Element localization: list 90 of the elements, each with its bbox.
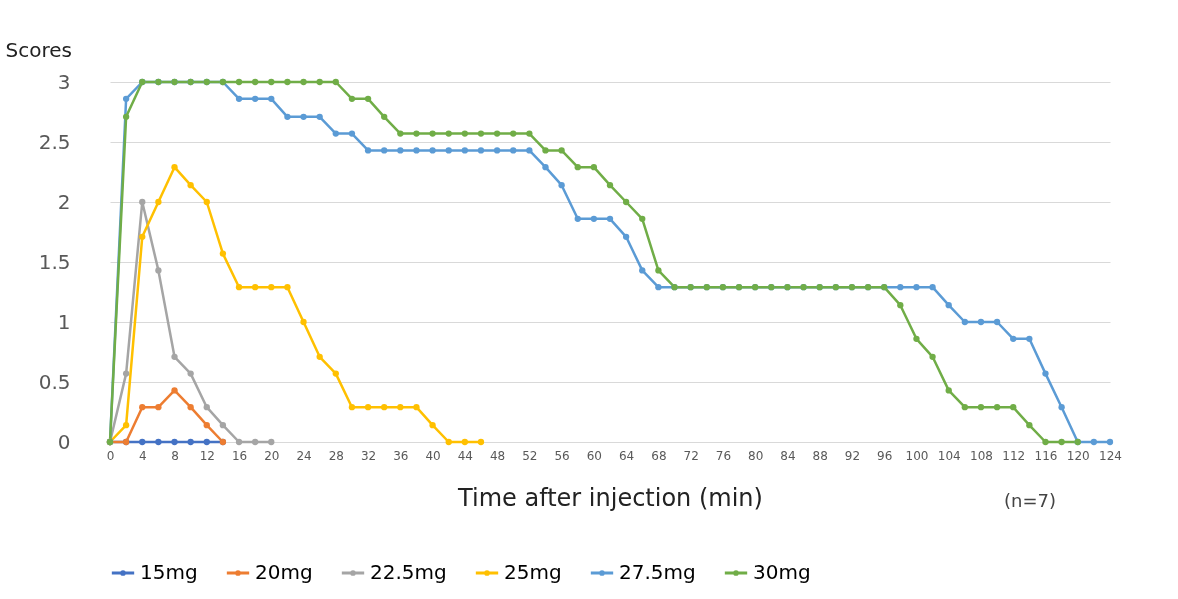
x-tick-label: 12 (199, 448, 215, 463)
point (203, 404, 210, 411)
point (348, 404, 356, 411)
y-tick-label: 2.5 (38, 129, 71, 154)
point (155, 404, 162, 411)
point (364, 404, 372, 411)
x-axis-title: Time after injection (min) (457, 483, 763, 512)
point (268, 438, 275, 446)
x-tick-label: 104 (937, 448, 961, 463)
legend-label: 30mg (753, 560, 811, 584)
point (332, 370, 339, 377)
x-tick-label: 112 (1002, 448, 1026, 463)
point (252, 438, 259, 446)
point (139, 438, 146, 446)
point (171, 353, 178, 360)
x-tick-label: 88 (812, 448, 828, 463)
point (187, 370, 194, 377)
point (203, 198, 210, 206)
x-tick-label: 32 (360, 448, 377, 463)
point (187, 182, 194, 189)
y-axis-title: Scores (5, 37, 72, 62)
point (413, 404, 420, 411)
point (203, 438, 210, 446)
x-tick-label: 124 (1099, 448, 1122, 463)
x-tick-label: 24 (296, 448, 312, 463)
y-tick-label: 0.5 (38, 369, 71, 394)
x-tick-label: 96 (877, 448, 893, 463)
legend-label: 22.5mg (370, 560, 447, 584)
point (187, 404, 194, 411)
x-tick-label: 64 (618, 448, 635, 463)
x-tick-label: 76 (715, 448, 732, 463)
x-tick-label: 16 (231, 448, 248, 463)
point (187, 438, 194, 446)
y-tick-label: 1 (57, 309, 71, 334)
legend-label: 20mg (255, 560, 313, 584)
x-tick-label: 116 (1034, 448, 1058, 463)
x-tick-label: 60 (586, 448, 603, 463)
point (381, 404, 388, 411)
point (171, 164, 178, 171)
x-tick-label: 44 (457, 448, 473, 463)
y-tick-label: 3 (57, 69, 71, 94)
x-tick-label: 56 (554, 448, 570, 463)
point (235, 284, 243, 291)
x-tick-label: 36 (393, 448, 409, 463)
point (445, 438, 452, 446)
point (477, 438, 485, 446)
point (219, 422, 227, 429)
point (122, 370, 130, 377)
x-tick-label: 120 (1066, 448, 1090, 463)
point (252, 284, 259, 291)
point (300, 318, 307, 326)
point (155, 438, 162, 446)
x-tick-label: 0 (106, 448, 115, 463)
legend-label: 25mg (504, 560, 562, 584)
point (284, 284, 291, 291)
point (155, 267, 162, 274)
x-tick-label: 20 (264, 448, 280, 463)
point (235, 438, 243, 446)
y-tick-label: 2 (57, 189, 71, 214)
point (171, 387, 178, 394)
x-tick-label: 28 (328, 448, 344, 463)
x-tick-label: 92 (844, 448, 861, 463)
point (219, 250, 227, 257)
point (268, 284, 275, 291)
x-tick-label: 72 (683, 448, 699, 463)
point (461, 438, 468, 446)
point (139, 198, 146, 206)
x-tick-label: 80 (748, 448, 764, 463)
point (397, 404, 404, 411)
point (203, 422, 210, 429)
x-tick-label: 84 (780, 448, 796, 463)
x-tick-label: 100 (905, 448, 929, 463)
point (139, 233, 146, 240)
point (171, 438, 178, 446)
x-tick-label: 108 (970, 448, 993, 463)
legend-label: 27.5mg (619, 560, 696, 584)
y-tick-label: 1.5 (38, 249, 71, 274)
x-tick-label: 48 (489, 448, 506, 463)
point (122, 422, 130, 429)
x-tick-label: 68 (651, 448, 667, 463)
text: (n=7) (1004, 490, 1056, 511)
x-tick-label: 4 (138, 448, 147, 463)
point (139, 404, 146, 411)
x-tick-label: 52 (522, 448, 538, 463)
point (316, 353, 323, 360)
legend-label: 15mg (140, 560, 198, 584)
point (155, 198, 162, 206)
point (429, 422, 436, 429)
x-tick-label: 40 (425, 448, 441, 463)
x-tick-label: 8 (171, 448, 179, 463)
